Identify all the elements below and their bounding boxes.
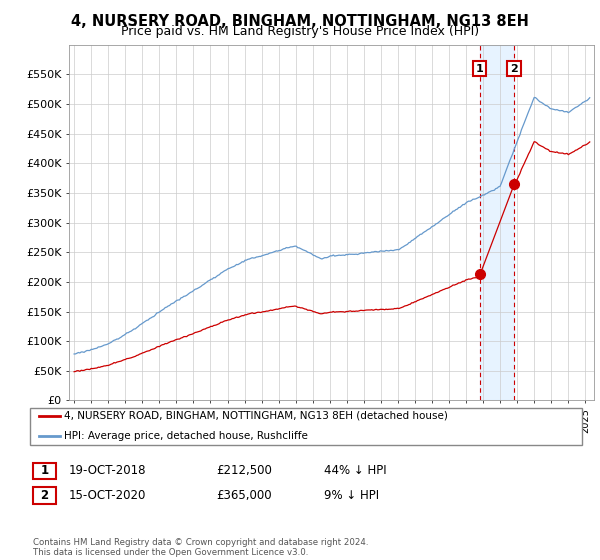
Text: Price paid vs. HM Land Registry's House Price Index (HPI): Price paid vs. HM Land Registry's House … [121,25,479,38]
Text: 15-OCT-2020: 15-OCT-2020 [69,489,146,502]
Text: £212,500: £212,500 [216,464,272,478]
Text: 2: 2 [510,63,518,73]
Text: 19-OCT-2018: 19-OCT-2018 [69,464,146,478]
Text: 9% ↓ HPI: 9% ↓ HPI [324,489,379,502]
Text: HPI: Average price, detached house, Rushcliffe: HPI: Average price, detached house, Rush… [64,431,308,441]
Text: £365,000: £365,000 [216,489,272,502]
Text: 1: 1 [40,464,49,478]
Text: 44% ↓ HPI: 44% ↓ HPI [324,464,386,478]
Text: 2: 2 [40,489,49,502]
Text: 1: 1 [476,63,484,73]
Bar [480,45,514,400]
Text: 4, NURSERY ROAD, BINGHAM, NOTTINGHAM, NG13 8EH: 4, NURSERY ROAD, BINGHAM, NOTTINGHAM, NG… [71,14,529,29]
Text: Contains HM Land Registry data © Crown copyright and database right 2024.
This d: Contains HM Land Registry data © Crown c… [33,538,368,557]
Text: 4, NURSERY ROAD, BINGHAM, NOTTINGHAM, NG13 8EH (detached house): 4, NURSERY ROAD, BINGHAM, NOTTINGHAM, NG… [64,410,448,421]
